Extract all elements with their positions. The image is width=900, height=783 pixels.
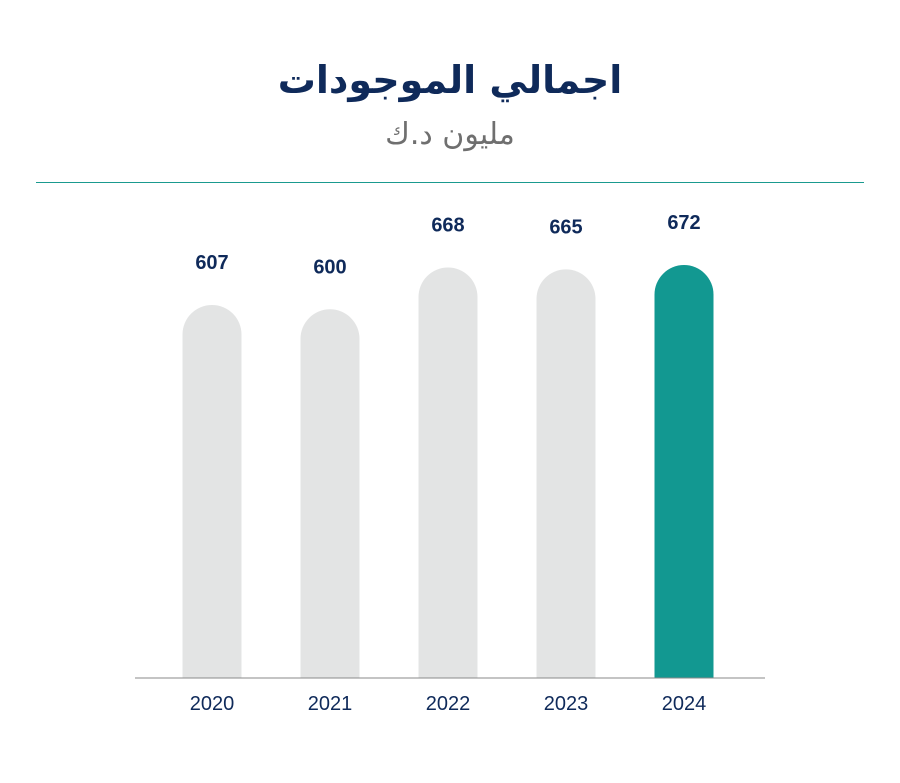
x-tick-label-2022: 2022 [426, 693, 471, 715]
bar-2023 [536, 269, 596, 678]
data-label-2022: 668 [431, 215, 464, 237]
chart-title: اجمالي الموجودات [277, 58, 623, 102]
x-tick-label-2023: 2023 [544, 693, 589, 715]
bar-2020 [182, 304, 242, 678]
x-tick-label-2024: 2024 [662, 693, 707, 715]
chart-subtitle: مليون د.ك [385, 117, 515, 152]
header-divider [36, 182, 864, 183]
data-label-2024: 672 [667, 212, 700, 234]
data-label-2020: 607 [195, 252, 228, 274]
data-label-2023: 665 [549, 216, 582, 238]
x-tick-label-2020: 2020 [190, 693, 235, 715]
bar-2022 [418, 267, 478, 678]
bars-group: 607 2020 600 2021 668 2022 665 2023 672 2024 [182, 212, 714, 715]
data-label-2021: 600 [313, 256, 346, 278]
bar-2021 [300, 309, 360, 678]
x-tick-label-2021: 2021 [308, 693, 353, 715]
bar-2024 [654, 265, 714, 678]
